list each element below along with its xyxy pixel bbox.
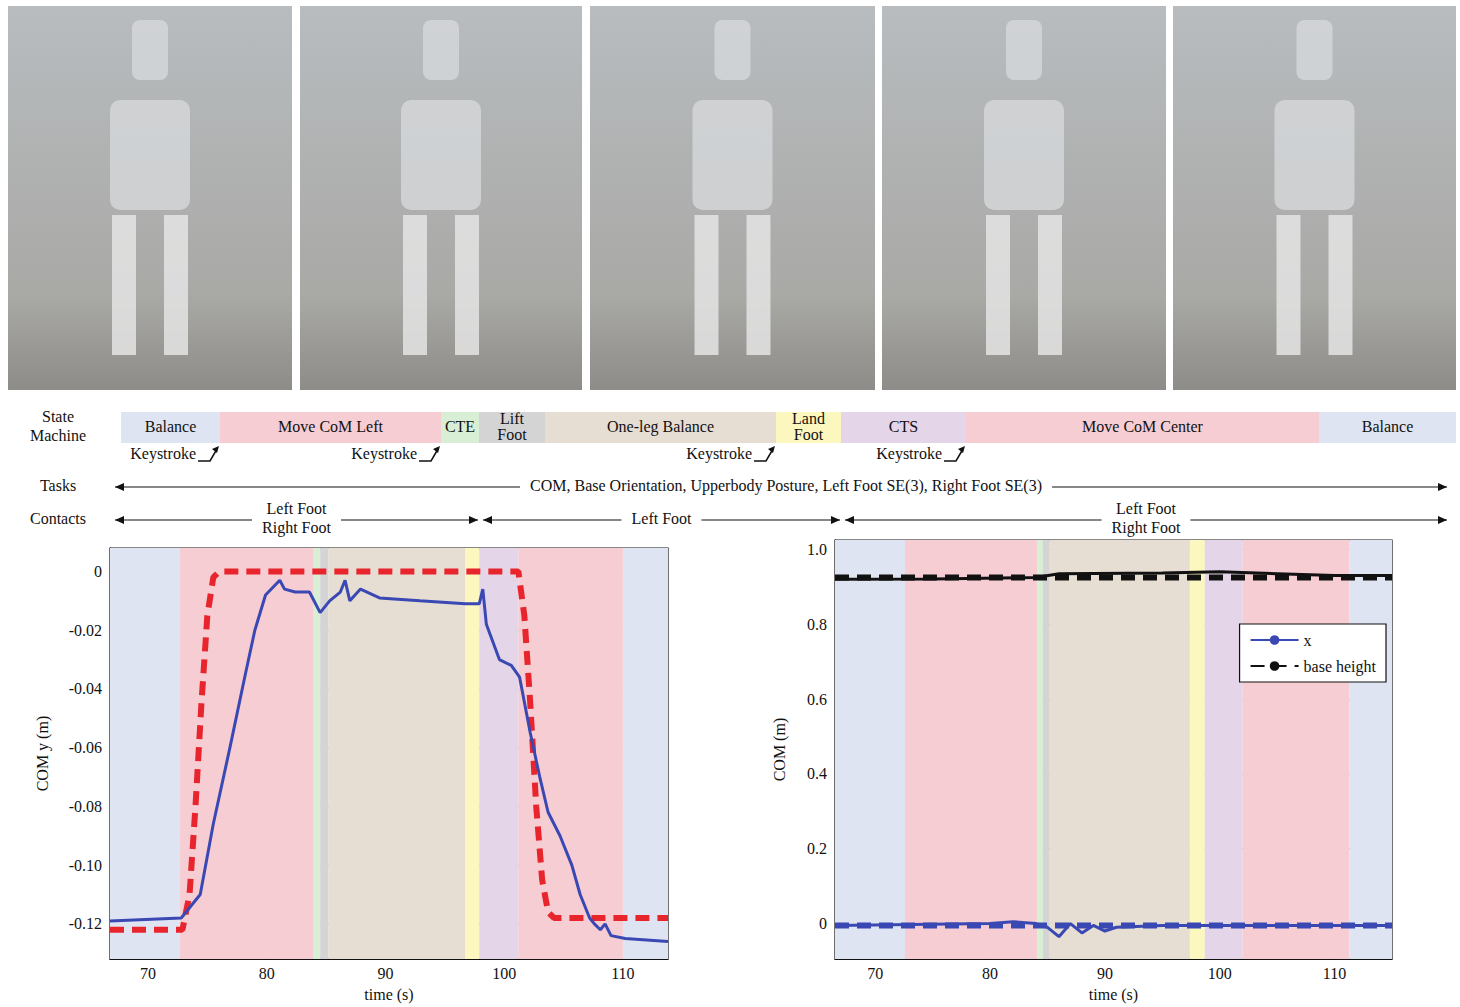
svg-text:80: 80 bbox=[982, 965, 998, 982]
svg-text:-0.02: -0.02 bbox=[69, 622, 102, 639]
svg-text:Right Foot: Right Foot bbox=[262, 519, 331, 537]
svg-text:Move CoM Left: Move CoM Left bbox=[278, 418, 383, 435]
svg-text:90: 90 bbox=[377, 965, 393, 982]
svg-text:Keystroke: Keystroke bbox=[130, 445, 196, 463]
svg-text:COM (m): COM (m) bbox=[771, 718, 789, 782]
svg-text:110: 110 bbox=[611, 965, 634, 982]
svg-text:0.2: 0.2 bbox=[807, 840, 827, 857]
svg-text:Keystroke: Keystroke bbox=[351, 445, 417, 463]
svg-text:-0.04: -0.04 bbox=[69, 680, 102, 697]
svg-text:Balance: Balance bbox=[1362, 418, 1414, 435]
svg-text:Keystroke: Keystroke bbox=[876, 445, 942, 463]
svg-text:-0.06: -0.06 bbox=[69, 739, 102, 756]
svg-text:CTS: CTS bbox=[889, 418, 918, 435]
svg-text:100: 100 bbox=[1208, 965, 1232, 982]
svg-text:State: State bbox=[42, 408, 74, 425]
svg-text:0.4: 0.4 bbox=[807, 765, 827, 782]
svg-text:x: x bbox=[1304, 632, 1312, 649]
svg-text:100: 100 bbox=[492, 965, 516, 982]
svg-text:Balance: Balance bbox=[145, 418, 197, 435]
svg-text:Left Foot: Left Foot bbox=[1116, 500, 1177, 517]
svg-text:time (s): time (s) bbox=[1089, 986, 1138, 1004]
svg-text:base height: base height bbox=[1304, 658, 1377, 676]
svg-text:Keystroke: Keystroke bbox=[686, 445, 752, 463]
svg-text:COM y (m): COM y (m) bbox=[34, 716, 52, 792]
svg-text:Machine: Machine bbox=[30, 427, 86, 444]
svg-text:1.0: 1.0 bbox=[807, 541, 827, 558]
svg-text:Move CoM Center: Move CoM Center bbox=[1082, 418, 1204, 435]
svg-text:CTE: CTE bbox=[445, 418, 475, 435]
svg-text:0: 0 bbox=[94, 563, 102, 580]
svg-text:Land: Land bbox=[792, 410, 825, 427]
svg-text:0.6: 0.6 bbox=[807, 691, 827, 708]
svg-text:Contacts: Contacts bbox=[30, 510, 86, 527]
svg-text:One-leg Balance: One-leg Balance bbox=[607, 418, 714, 436]
svg-text:70: 70 bbox=[140, 965, 156, 982]
svg-text:Tasks: Tasks bbox=[40, 477, 76, 494]
svg-text:80: 80 bbox=[259, 965, 275, 982]
svg-text:COM, Base Orientation, Upperbo: COM, Base Orientation, Upperbody Posture… bbox=[530, 477, 1042, 495]
svg-text:Lift: Lift bbox=[500, 410, 525, 427]
svg-text:time (s): time (s) bbox=[364, 986, 413, 1004]
svg-text:0: 0 bbox=[819, 915, 827, 932]
svg-text:110: 110 bbox=[1323, 965, 1346, 982]
svg-text:Left Foot: Left Foot bbox=[267, 500, 328, 517]
svg-text:Right Foot: Right Foot bbox=[1112, 519, 1181, 537]
svg-text:-0.08: -0.08 bbox=[69, 798, 102, 815]
svg-text:Foot: Foot bbox=[794, 426, 824, 443]
svg-text:70: 70 bbox=[867, 965, 883, 982]
svg-text:Foot: Foot bbox=[497, 426, 527, 443]
svg-text:-0.10: -0.10 bbox=[69, 857, 102, 874]
svg-text:90: 90 bbox=[1097, 965, 1113, 982]
svg-text:0.8: 0.8 bbox=[807, 616, 827, 633]
svg-text:-0.12: -0.12 bbox=[69, 915, 102, 932]
svg-text:Left Foot: Left Foot bbox=[632, 510, 693, 527]
